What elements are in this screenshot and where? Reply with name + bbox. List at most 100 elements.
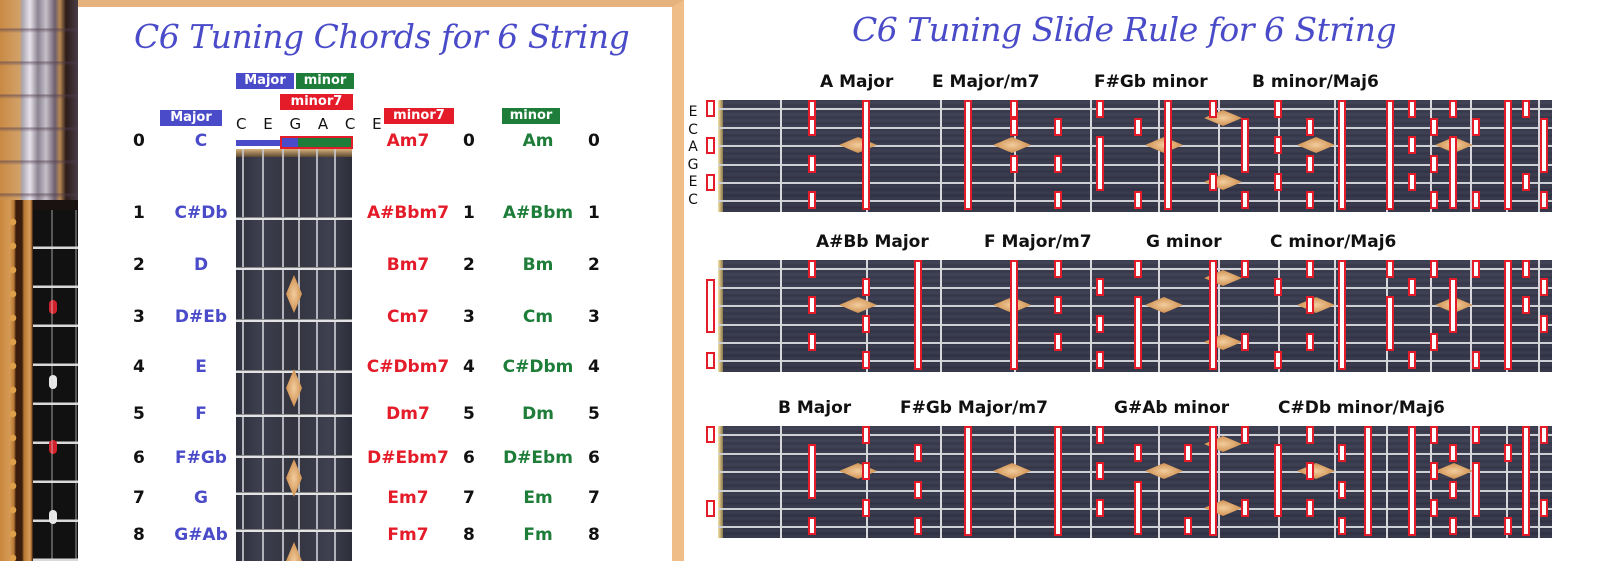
chord-position-marker <box>1209 100 1217 118</box>
guitar-string <box>718 108 1552 110</box>
chord-row: 6 F#Gb D#Ebm7 6 D#Ebm 6 <box>78 448 684 478</box>
chord-position-marker <box>1241 499 1249 517</box>
minor-chord: Am <box>522 131 554 151</box>
guitar-string <box>282 149 284 561</box>
fret-wire <box>1334 100 1336 212</box>
major-chord: C <box>194 131 208 151</box>
chord-position-marker <box>1306 462 1314 480</box>
guitar-string <box>718 434 1552 436</box>
chord-position-marker <box>1408 173 1416 191</box>
inlay-marker-icon <box>993 137 1031 153</box>
minor7-chord: Am7 <box>386 131 430 151</box>
chord-position-marker <box>1540 426 1548 444</box>
chord-position-marker <box>1306 260 1314 278</box>
chord-position-marker <box>1449 278 1457 333</box>
inlay-marker-icon <box>1297 297 1335 313</box>
chord-position-marker <box>1306 426 1314 444</box>
chord-position-marker <box>808 260 816 278</box>
guitar-string <box>262 149 264 561</box>
chord-position-marker <box>1096 315 1104 333</box>
chord-position-marker <box>1338 260 1346 370</box>
chord-position-marker <box>1134 191 1142 209</box>
fret-number: 8 <box>588 525 600 545</box>
chord-row: 2 D Bm7 2 Bm 2 <box>78 255 684 285</box>
chord-position-marker <box>862 278 870 296</box>
chord-position-marker <box>1449 444 1457 462</box>
fret-marker-icon <box>49 375 57 389</box>
string-letter: C <box>688 121 698 138</box>
chord-position-marker <box>1472 351 1480 369</box>
fret-number: 5 <box>588 404 600 424</box>
fret-number: 1 <box>463 203 475 223</box>
chord-position-marker <box>1504 517 1512 535</box>
slide-rule-fretboard <box>718 260 1552 372</box>
fret-number: 3 <box>463 307 475 327</box>
chord-label: B Major <box>778 398 852 418</box>
major-chord: G <box>194 488 208 508</box>
chord-position-marker <box>1241 118 1249 173</box>
chord-labels: A#Bb Major F Major/m7 G minor C minor/Maj6 <box>684 232 1600 254</box>
chord-label: C minor/Maj6 <box>1270 232 1397 252</box>
fret-number: 6 <box>588 448 600 468</box>
minor7-tag-top: minor7 <box>280 94 353 110</box>
open-string-marker <box>706 174 715 191</box>
chord-position-marker <box>914 481 922 499</box>
chord-position-marker <box>1430 260 1438 278</box>
open-string-marker <box>706 352 715 369</box>
fret-wire <box>1538 426 1540 538</box>
fret-wire <box>1538 260 1540 372</box>
chord-chart-title: C6 Tuning Chords for 6 String <box>134 17 630 56</box>
chord-position-marker <box>808 100 816 118</box>
chord-position-marker <box>1430 155 1438 173</box>
fret-number: 4 <box>588 357 600 377</box>
fret-marker-icon <box>49 440 57 454</box>
fret-wire <box>1090 260 1092 372</box>
chord-position-marker <box>1054 333 1062 351</box>
chord-position-marker <box>808 296 816 314</box>
fret-wire <box>780 100 782 212</box>
minor7-chord: C#Dbm7 <box>366 357 450 377</box>
fret-wire <box>1218 100 1220 212</box>
chord-position-marker <box>1010 118 1018 136</box>
chord-row: 0 C Am7 0 Am 0 <box>78 131 684 161</box>
chord-position-marker <box>1386 100 1394 210</box>
chord-position-marker <box>808 155 816 173</box>
fret-number: 1 <box>133 203 145 223</box>
major-chord: G#Ab <box>174 525 228 545</box>
chord-label: F#Gb minor <box>1094 72 1208 92</box>
chord-position-marker <box>1184 517 1192 535</box>
open-string-marker <box>706 100 715 117</box>
fret-number: 2 <box>463 255 475 275</box>
chord-label: G#Ab minor <box>1114 398 1230 418</box>
nut <box>236 149 352 157</box>
fret-wire <box>866 426 868 538</box>
chord-label: B minor/Maj6 <box>1252 72 1379 92</box>
fret-number: 2 <box>133 255 145 275</box>
chord-position-marker <box>1306 499 1314 517</box>
chord-position-marker <box>1054 426 1062 536</box>
inlay-marker-icon <box>993 463 1031 479</box>
chord-position-marker <box>1010 155 1018 173</box>
fret-number: 3 <box>133 307 145 327</box>
chord-row: 3 D#Eb Cm7 3 Cm 3 <box>78 307 684 337</box>
chord-position-marker <box>1054 155 1062 173</box>
inlay-marker-icon <box>1297 463 1335 479</box>
guitar-string <box>718 471 1552 473</box>
chord-position-marker <box>1274 173 1282 191</box>
fret-wire <box>236 267 352 270</box>
chord-position-marker <box>1096 278 1104 296</box>
chord-position-marker <box>862 499 870 517</box>
minor-chord: Dm <box>522 404 554 424</box>
fret-number: 2 <box>588 255 600 275</box>
chord-position-marker <box>1364 426 1372 536</box>
chord-position-marker <box>1134 118 1142 136</box>
fret-wire <box>1158 100 1160 212</box>
minor-tag-top: minor <box>296 73 354 89</box>
chord-position-marker <box>808 517 816 535</box>
string-letter: E <box>688 104 698 120</box>
chord-label: A Major <box>820 72 894 92</box>
chord-position-marker <box>1449 517 1457 535</box>
fret-wire <box>1334 426 1336 538</box>
slide-rule-section: A Major E Major/m7 F#Gb minor B minor/Maj6 E… <box>684 72 1600 222</box>
string-letter: A <box>688 139 698 155</box>
